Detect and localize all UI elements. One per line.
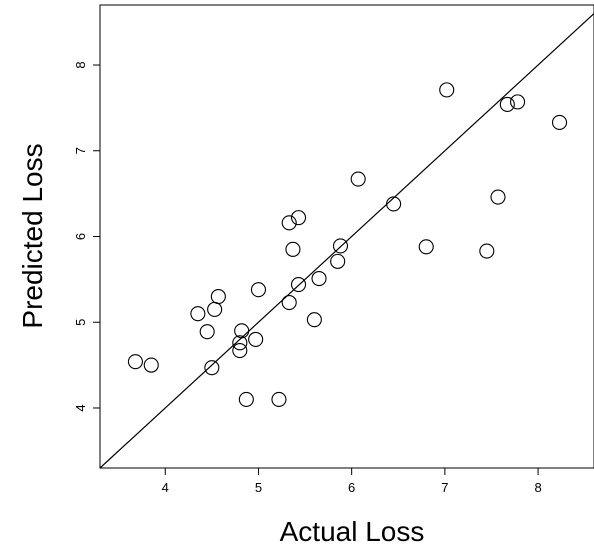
plot-frame: [99, 4, 594, 469]
data-point: [551, 114, 568, 131]
points-layer: [127, 82, 568, 407]
data-point: [271, 391, 287, 407]
data-point: [210, 288, 226, 305]
data-point: [190, 306, 206, 322]
x-axis: 4 5 6 7 8: [162, 468, 542, 495]
y-axis: 4 5 6 7 8: [73, 61, 100, 412]
x-tick-label: 6: [348, 480, 355, 495]
data-point: [238, 391, 254, 407]
data-point: [204, 360, 220, 376]
y-tick-label: 5: [73, 319, 88, 326]
y-tick-label: 4: [73, 404, 88, 411]
x-axis-title: Actual Loss: [280, 516, 425, 547]
data-point: [490, 189, 506, 205]
data-point: [306, 312, 322, 328]
y-tick-label: 6: [73, 233, 88, 240]
x-tick-label: 8: [534, 480, 541, 495]
data-point: [386, 196, 402, 212]
data-point: [285, 241, 301, 257]
data-point: [290, 276, 307, 293]
data-point: [199, 324, 215, 340]
y-tick-label: 7: [73, 147, 88, 154]
data-point: [499, 96, 515, 113]
data-point: [510, 94, 526, 110]
data-point: [207, 301, 223, 317]
x-tick-label: 5: [255, 480, 262, 495]
x-tick-label: 7: [441, 480, 448, 495]
data-point: [332, 238, 349, 254]
reference-line: [99, 13, 594, 469]
data-point: [330, 253, 346, 269]
data-point: [418, 239, 434, 255]
data-point: [350, 171, 366, 187]
data-point: [127, 354, 143, 370]
x-tick-label: 4: [162, 480, 169, 495]
data-point: [479, 243, 495, 259]
reference-line-layer: [99, 13, 594, 469]
data-point: [250, 282, 267, 298]
y-axis-title: Predicted Loss: [17, 143, 48, 328]
data-point: [248, 331, 264, 347]
data-point: [232, 342, 248, 359]
data-point: [290, 210, 307, 226]
data-point: [439, 82, 455, 98]
y-tick-label: 8: [73, 61, 88, 68]
data-point: [232, 335, 248, 351]
data-point: [281, 294, 297, 311]
data-point: [143, 357, 159, 373]
data-point: [311, 270, 327, 287]
data-point: [281, 215, 297, 231]
data-point: [234, 323, 250, 339]
